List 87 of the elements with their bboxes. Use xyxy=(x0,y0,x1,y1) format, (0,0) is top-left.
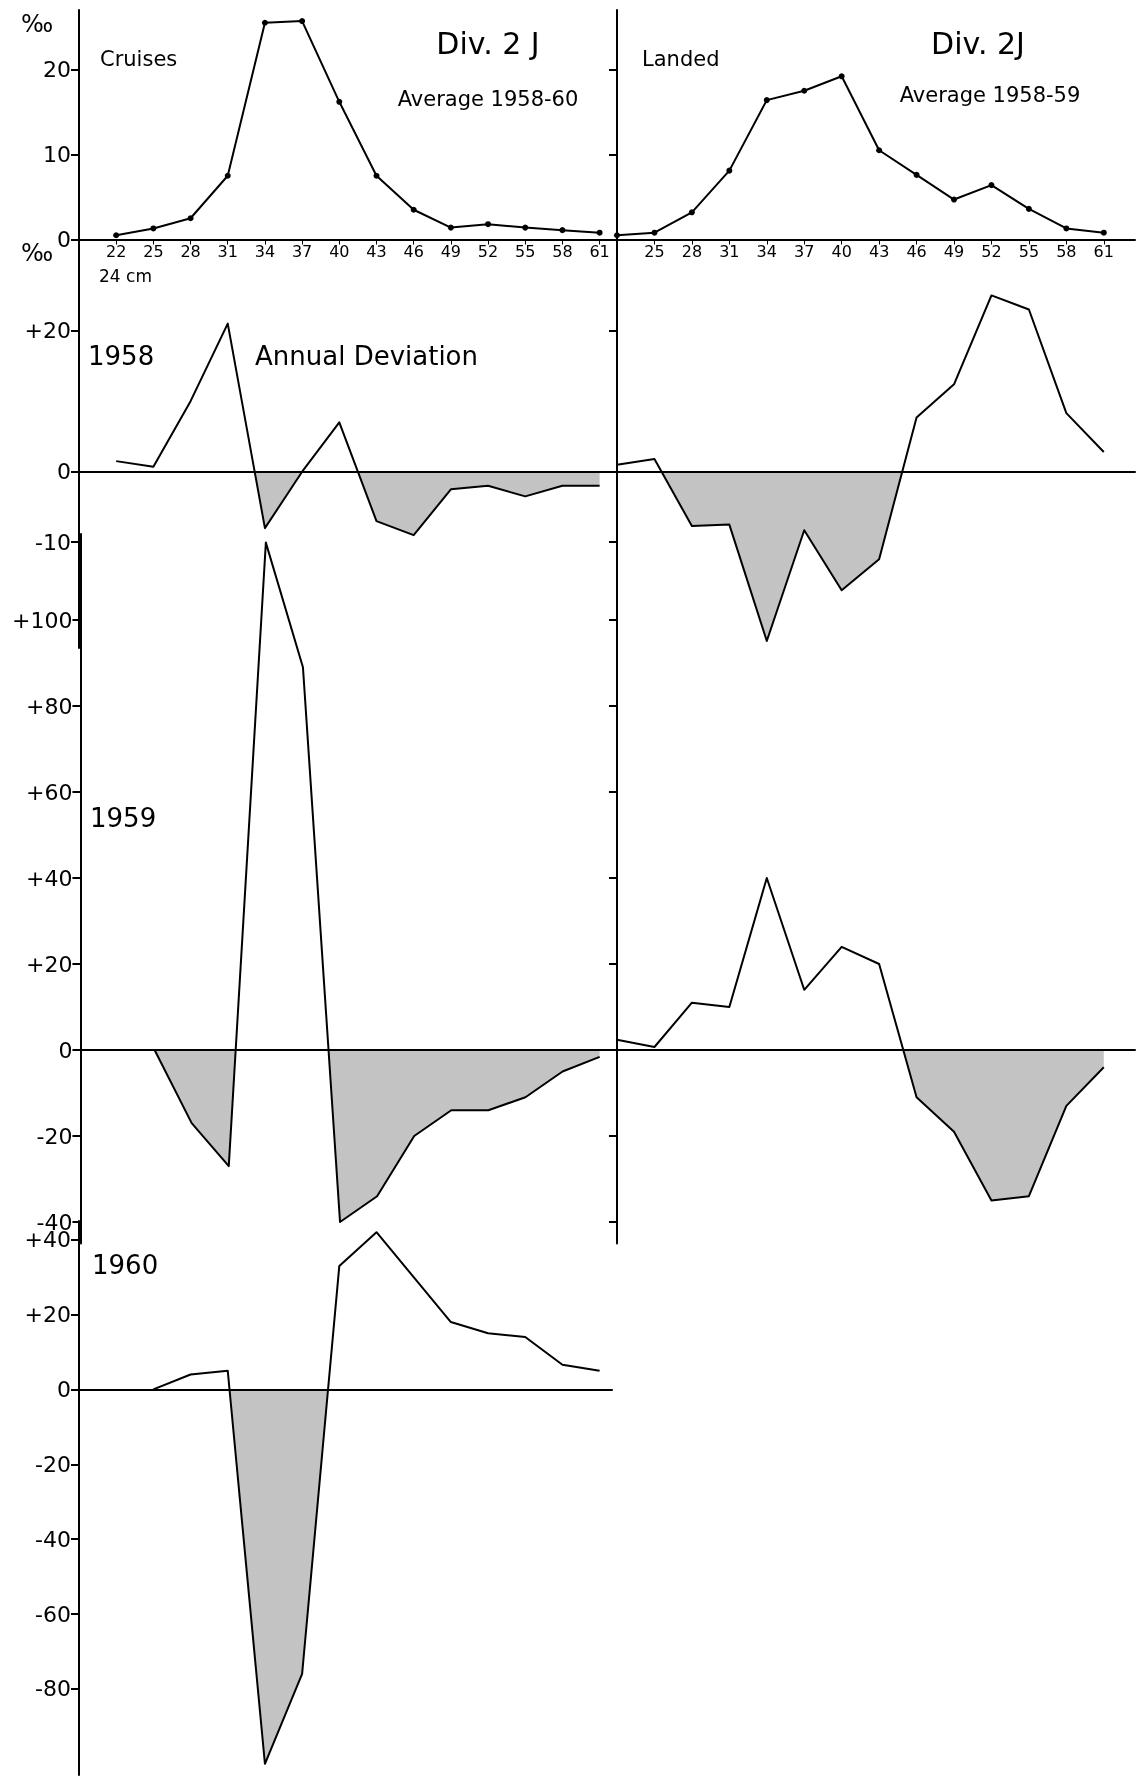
point xyxy=(1063,224,1070,231)
y-tick-label: -80 xyxy=(35,1676,71,1702)
y-tick-label: +20 xyxy=(24,318,71,344)
point xyxy=(763,96,770,103)
point xyxy=(224,172,231,179)
y-tick-label: 0 xyxy=(57,1376,71,1402)
point xyxy=(988,181,995,188)
point xyxy=(951,196,958,203)
annotation: Landed xyxy=(642,46,720,71)
x-tick-label: 40 xyxy=(831,241,852,261)
x-tick-label: 61 xyxy=(1093,241,1114,261)
x-tick-label: 28 xyxy=(681,241,703,261)
point xyxy=(559,226,566,233)
x-tick-label: 31 xyxy=(719,241,740,261)
text: Average 1958-60 xyxy=(397,86,579,111)
x-tick-label: 55 xyxy=(515,241,536,261)
point xyxy=(150,224,157,231)
y-axis-title: ‰ xyxy=(21,9,54,38)
annotation: 1960 xyxy=(92,1250,159,1280)
y-tick-label: +60 xyxy=(25,779,73,805)
annotation: 1959 xyxy=(90,803,157,833)
point xyxy=(113,231,120,238)
x-tick-label: 25 xyxy=(143,241,164,261)
x-tick-label: 37 xyxy=(291,241,313,261)
x-tick-label: 40 xyxy=(329,241,350,261)
x-tick-label: 58 xyxy=(1056,241,1077,261)
y-tick-label: -20 xyxy=(36,1123,73,1149)
point xyxy=(261,19,268,26)
y-tick-label: -40 xyxy=(35,1526,71,1552)
x-tick-label: 25 xyxy=(644,241,665,261)
y-tick-label: 20 xyxy=(43,56,71,82)
point xyxy=(801,87,808,94)
x-tick-label: 37 xyxy=(794,241,815,261)
point xyxy=(410,206,417,213)
text: Div. 2 J xyxy=(436,25,540,61)
annotation: 1958 xyxy=(88,341,155,371)
annotation: Annual Deviation xyxy=(255,341,479,371)
y-axis-title: ‰ xyxy=(21,239,54,267)
x-tick-label: 22 xyxy=(106,241,127,261)
x-tick-label: 49 xyxy=(440,241,462,261)
y-tick-label: +80 xyxy=(25,693,73,719)
point xyxy=(187,214,194,221)
x-tick-label: 31 xyxy=(217,241,238,261)
point xyxy=(522,224,529,231)
y-tick-label: -20 xyxy=(35,1451,71,1477)
point xyxy=(1100,229,1107,236)
point xyxy=(726,167,733,174)
point xyxy=(688,208,695,215)
x-tick-label: 46 xyxy=(403,241,424,261)
point xyxy=(596,229,603,236)
point xyxy=(876,146,883,153)
point xyxy=(299,17,306,24)
point xyxy=(651,229,658,236)
x-axis-title: 24 cm xyxy=(99,265,152,286)
point xyxy=(336,98,343,105)
y-tick-label: 10 xyxy=(43,141,71,167)
y-tick-label: 0 xyxy=(58,1037,73,1063)
point xyxy=(614,231,620,238)
y-tick-label: +40 xyxy=(25,865,73,891)
annotation: Cruises xyxy=(100,46,178,71)
point xyxy=(485,220,492,227)
point xyxy=(1025,205,1032,212)
y-tick-label: 0 xyxy=(57,226,71,252)
y-tick-label: -60 xyxy=(35,1601,71,1627)
text: Div. 2J xyxy=(931,25,1025,61)
x-tick-label: 34 xyxy=(254,241,276,261)
y-tick-label: +20 xyxy=(24,1302,71,1328)
point xyxy=(373,172,380,179)
text: Average 1958-59 xyxy=(899,82,1081,107)
y-tick-label: +100 xyxy=(11,607,73,633)
point xyxy=(838,72,845,79)
x-tick-label: 49 xyxy=(943,241,965,261)
x-tick-label: 58 xyxy=(552,241,573,261)
x-tick-label: 46 xyxy=(906,241,927,261)
point xyxy=(913,171,920,178)
x-tick-label: 61 xyxy=(589,241,610,261)
point xyxy=(447,224,454,231)
x-tick-label: 55 xyxy=(1018,241,1040,261)
x-tick-label: 34 xyxy=(756,241,777,261)
x-tick-label: 52 xyxy=(981,241,1002,261)
y-tick-label: +20 xyxy=(25,951,73,977)
x-tick-label: 43 xyxy=(366,241,387,261)
y-tick-label: -10 xyxy=(35,529,71,555)
x-tick-label: 52 xyxy=(477,241,499,261)
x-tick-label: 43 xyxy=(868,241,890,261)
x-tick-label: 28 xyxy=(180,241,201,261)
y-tick-label: 0 xyxy=(57,459,71,485)
